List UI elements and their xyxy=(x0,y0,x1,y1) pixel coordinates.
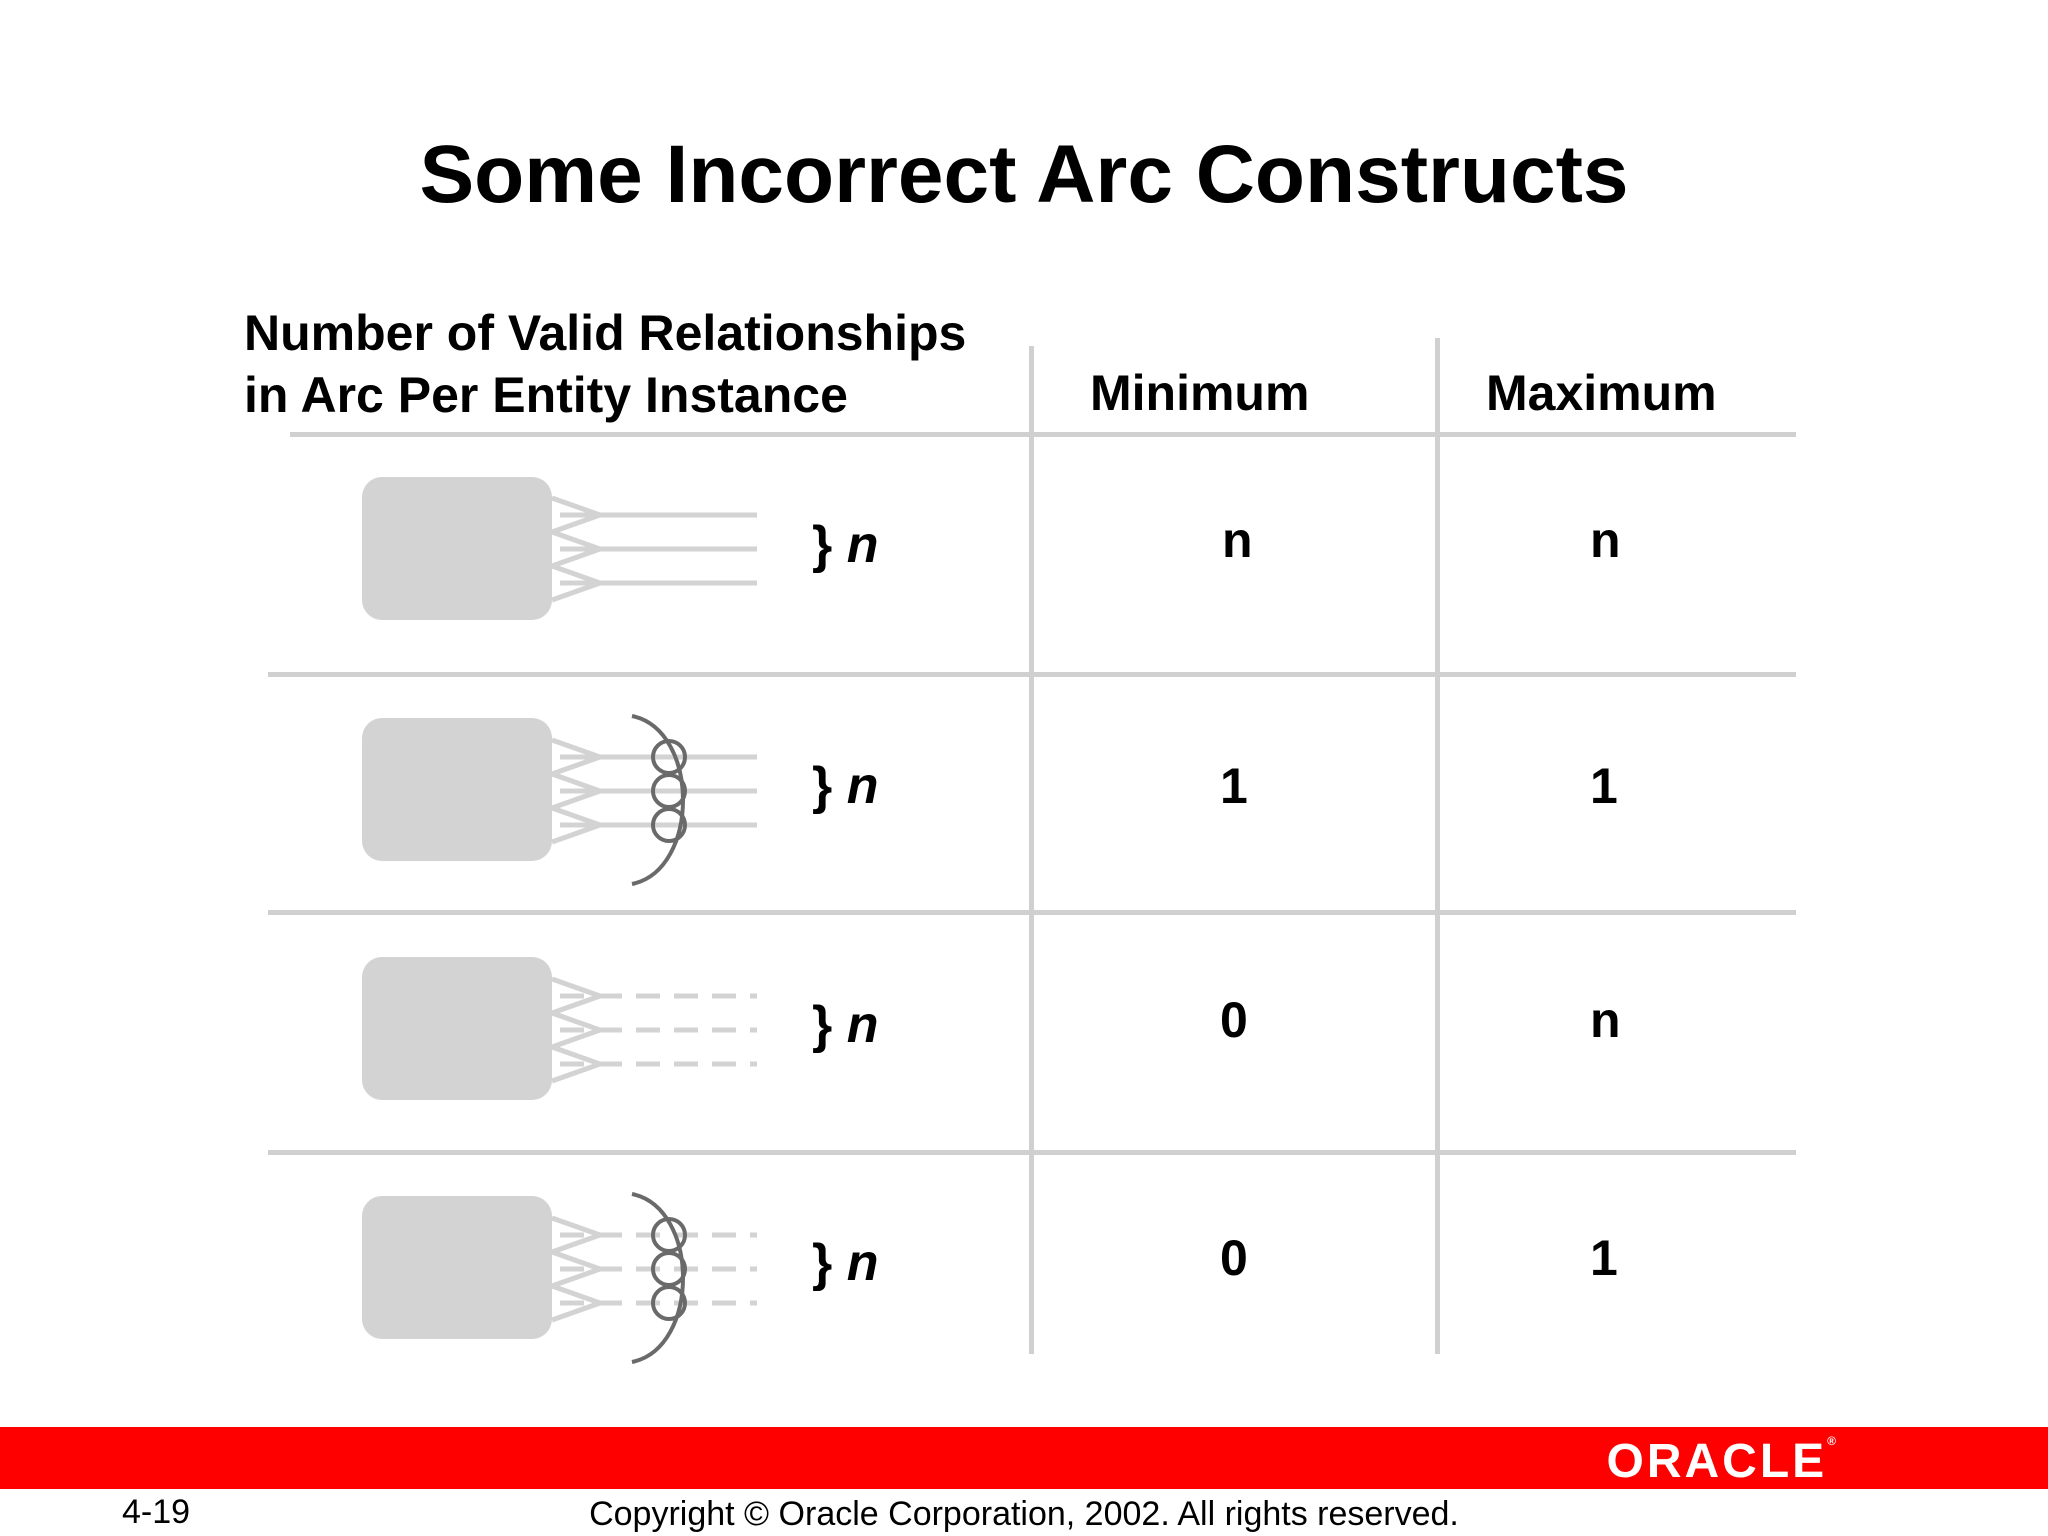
row-2-minimum: 1 xyxy=(1220,758,1248,814)
oracle-logo-text: ORACLE xyxy=(1606,1435,1828,1488)
row-1-minimum: n xyxy=(1222,512,1253,568)
brace-symbol: } xyxy=(812,996,833,1054)
header-description: Number of Valid Relationships in Arc Per… xyxy=(244,302,966,426)
entity-glyph-row-4 xyxy=(362,1192,757,1364)
row-2-maximum: 1 xyxy=(1590,758,1618,814)
arc-glyph xyxy=(631,1192,687,1364)
brace-variable: n xyxy=(846,1234,879,1292)
page-number: 4-19 xyxy=(122,1493,191,1531)
brace-variable: n xyxy=(846,516,879,574)
row-4-maximum: 1 xyxy=(1590,1230,1618,1286)
row-2-brace: } n xyxy=(812,756,878,816)
row-4-brace: } n xyxy=(812,1233,878,1293)
header-minimum: Minimum xyxy=(1090,365,1310,421)
row-3-maximum: n xyxy=(1590,992,1621,1048)
column-divider-minimum xyxy=(1029,346,1034,1354)
copyright-notice: Copyright © Oracle Corporation, 2002. Al… xyxy=(589,1495,1459,1533)
footer-bar xyxy=(0,1427,2048,1489)
arc-glyph xyxy=(631,714,687,886)
brace-symbol: } xyxy=(812,516,833,574)
column-divider-maximum xyxy=(1435,338,1440,1354)
brace-variable: n xyxy=(846,996,879,1054)
header-divider xyxy=(290,432,1796,437)
brace-variable: n xyxy=(846,757,879,815)
header-maximum: Maximum xyxy=(1486,365,1717,421)
row-4-minimum: 0 xyxy=(1220,1230,1248,1286)
entity-glyph-row-3 xyxy=(362,957,757,1100)
brace-symbol: } xyxy=(812,1234,833,1292)
header-description-line2: in Arc Per Entity Instance xyxy=(244,367,848,423)
row-1-brace: } n xyxy=(812,515,878,575)
row-3-brace: } n xyxy=(812,995,878,1055)
row-1-maximum: n xyxy=(1590,512,1621,568)
brace-symbol: } xyxy=(812,757,833,815)
header-description-line1: Number of Valid Relationships xyxy=(244,305,967,361)
row-3-minimum: 0 xyxy=(1220,992,1248,1048)
oracle-logo: ORACLE® xyxy=(1606,1434,1836,1488)
entity-glyph-row-1 xyxy=(362,477,757,620)
entity-glyph-row-2 xyxy=(362,714,757,886)
slide-title: Some Incorrect Arc Constructs xyxy=(419,129,1629,220)
